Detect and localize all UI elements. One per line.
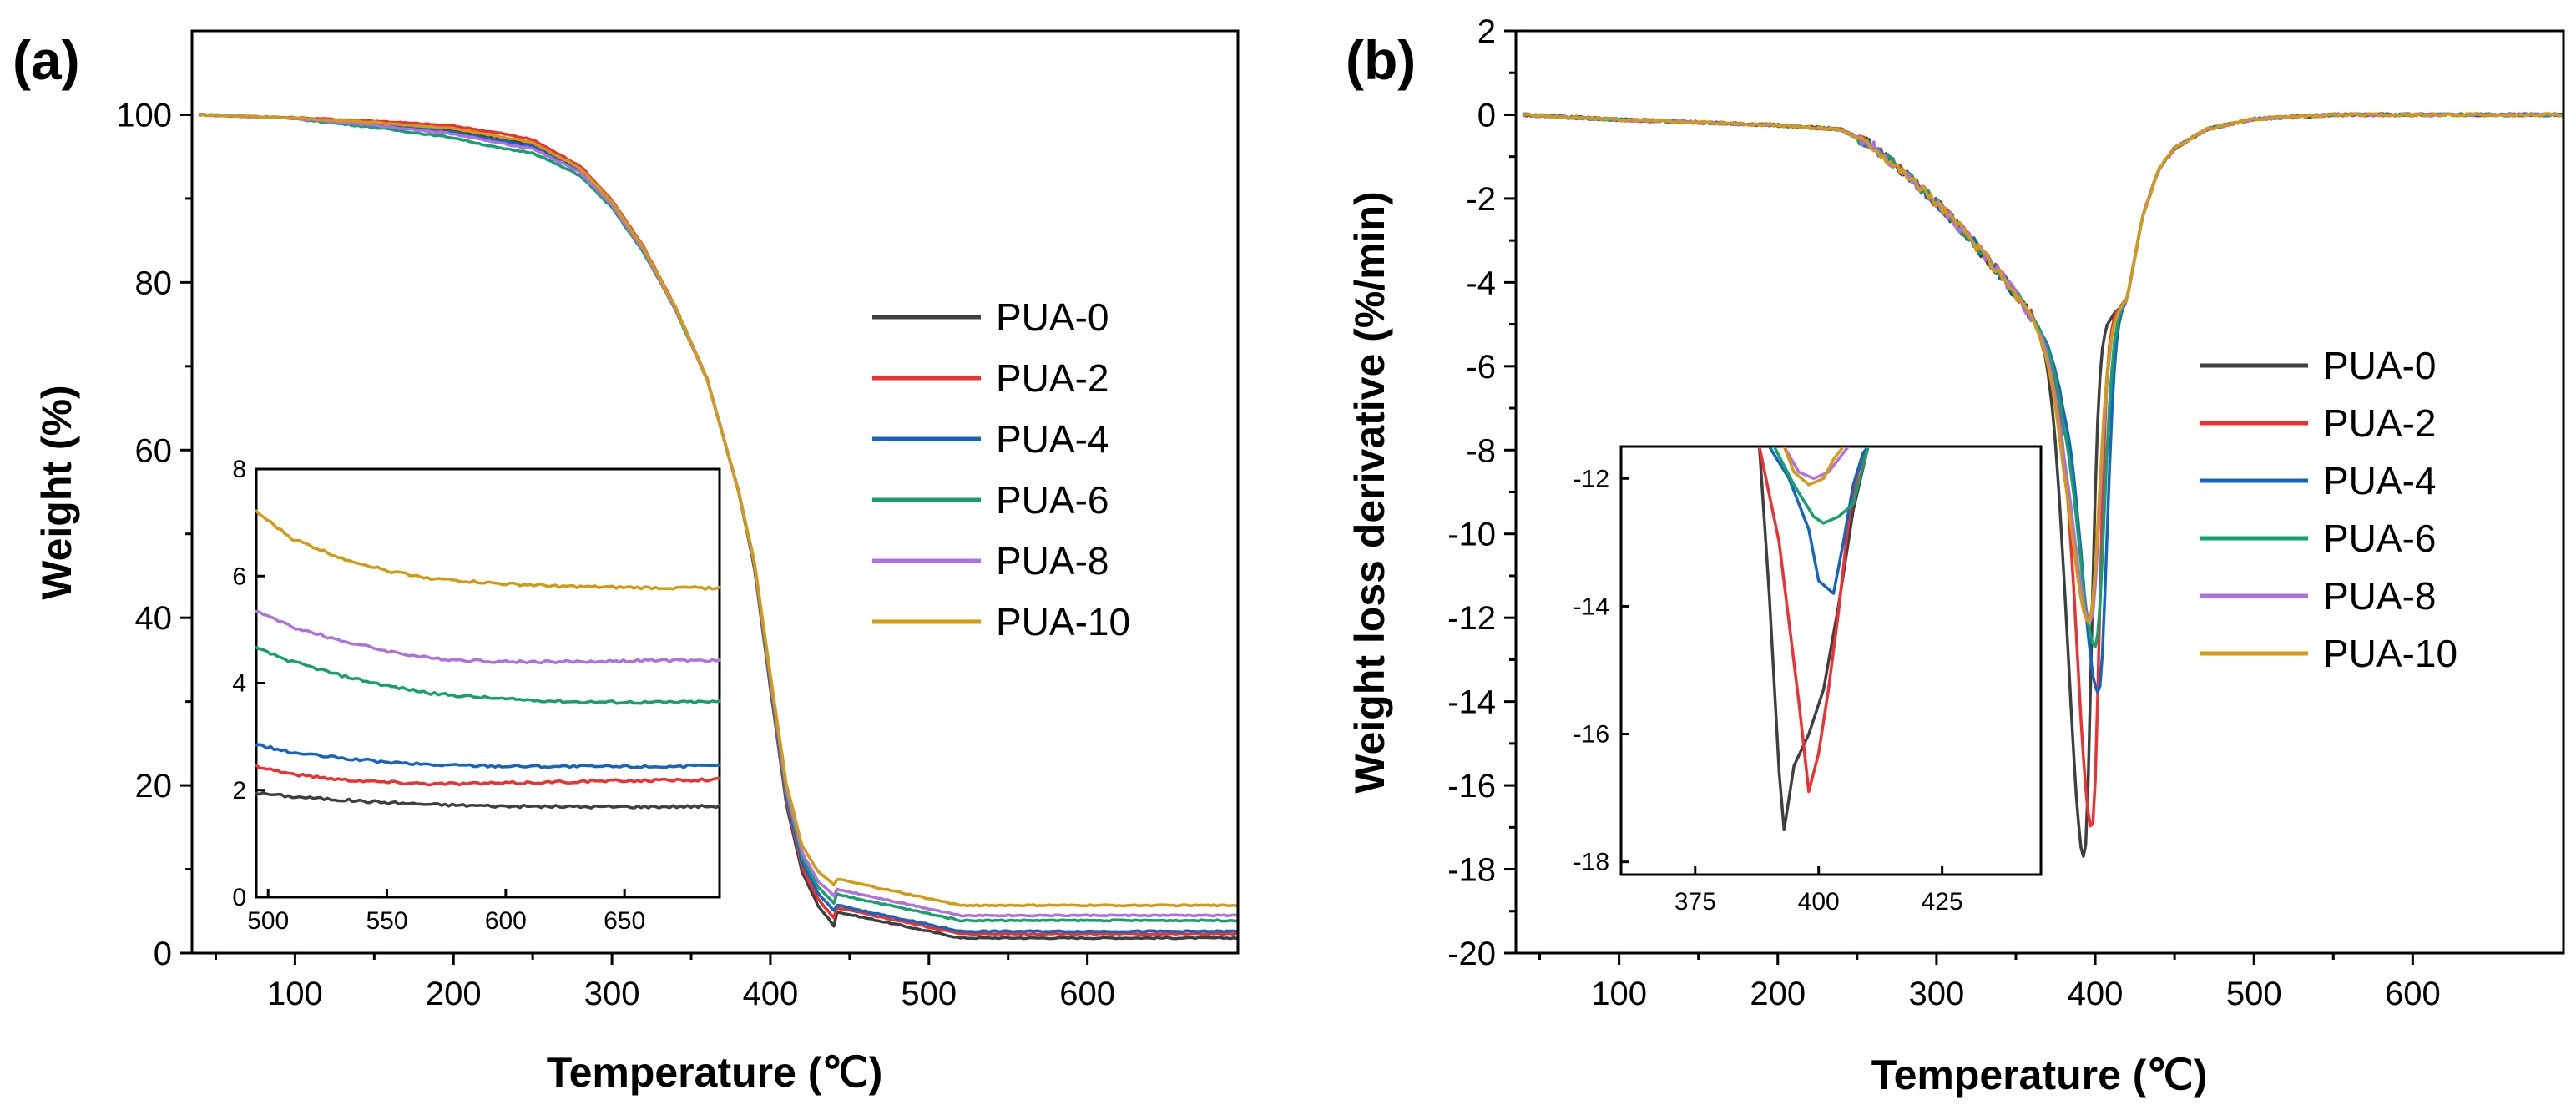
panel-a-inset-y-tick-label: 0: [232, 884, 246, 911]
panel-b-inset-x-tick-label: 375: [1674, 888, 1716, 916]
panel-b-x-tick-label: 600: [2385, 976, 2441, 1012]
panel-b-label: (b): [1346, 29, 1416, 91]
panel-a-x-tick-label: 300: [584, 976, 640, 1012]
panel-b-ticks: 100 200 300 400 500 600-20-18-16-14-12-10-8-6…: [1447, 13, 2441, 1012]
panel-a-x-tick-label: 600: [1059, 976, 1115, 1012]
panel-b-y-tick-label: -10: [1447, 517, 1496, 553]
panel-a-inset-curve-pua-10: [255, 509, 721, 591]
panel-b-y-tick-label: -6: [1466, 349, 1496, 386]
panel-a-inset-frame: [255, 467, 721, 899]
panel-b-inset-y-tick-label: -18: [1573, 849, 1609, 876]
panel-a-inset-curve-pua-2: [255, 764, 721, 787]
panel-a-x-axis-label: Temperature (℃): [547, 1049, 883, 1096]
panel-b-legend-label-pua-6: PUA-6: [2323, 517, 2436, 560]
panel-a-y-tick-label: 80: [135, 265, 173, 301]
panel-b-inset-curve-pua-6: [1772, 447, 1870, 525]
panel-a-inset-x-tick-label: 650: [604, 907, 645, 935]
panel-b-y-tick-label: -16: [1447, 768, 1496, 805]
panel-b-inset-curve-pua-10: [1782, 447, 1846, 487]
panel-a-x-tick-label: 200: [426, 976, 482, 1012]
panel-b-x-tick-label: 100: [1591, 976, 1647, 1012]
panel-a-legend-label-pua-0: PUA-0: [996, 295, 1109, 339]
panel-a-curve-pua-10: [198, 113, 1238, 908]
panel-a-x-tick-label: 100: [267, 976, 323, 1012]
panel-b-y-tick-label: -20: [1447, 936, 1496, 972]
panel-b-y-tick-label: 2: [1477, 13, 1496, 50]
panel-b-inset: 375 400 425 -18 -16 -14 -12: [1573, 445, 2043, 916]
panel-b-y-tick-label: -2: [1466, 181, 1496, 218]
panel-b-inset-curve-pua-8: [1782, 447, 1850, 481]
panel-b-y-tick-label: -14: [1447, 684, 1496, 721]
panel-b-y-tick-label: -8: [1466, 432, 1496, 469]
panel-a-y-axis-label: Weight (%): [33, 385, 80, 599]
panel-a-axes-frame: [190, 29, 1240, 955]
panel-a-inset-y-tick-label: 4: [232, 670, 246, 698]
panel-b-y-axis-label: Weight loss derivative (%/min): [1346, 191, 1393, 793]
panel-b-y-tick-label: -12: [1447, 600, 1496, 637]
panel-b-x-tick-label: 400: [2068, 976, 2124, 1012]
panel-b-inset-y-tick-label: -14: [1573, 593, 1609, 620]
panel-a-inset-x-tick-label: 550: [366, 907, 408, 935]
panel-b-legend-label-pua-0: PUA-0: [2323, 344, 2436, 387]
panel-a-inset-y-tick-label: 2: [232, 777, 246, 805]
panel-b-y-tick-label: -18: [1447, 852, 1496, 889]
panel-a-inset-curve-pua-4: [255, 743, 721, 769]
panel-b-x-tick-label: 300: [1909, 976, 1965, 1012]
panel-b-inset-curve-pua-4: [1767, 447, 1870, 595]
panel-b-legend-label-pua-4: PUA-4: [2323, 459, 2436, 502]
panel-b-inset-plot-area: [1757, 447, 1870, 832]
panel-a-legend-label-pua-10: PUA-10: [996, 600, 1130, 643]
panel-b-legend: PUA-0 PUA-2 PUA-4 PUA-6 PUA-8 PUA-10: [2200, 344, 2457, 675]
panel-b-inset-y-tick-label: -16: [1573, 721, 1609, 749]
panel-b-x-axis-label: Temperature (℃): [1871, 1052, 2208, 1098]
panel-a-y-tick-label: 40: [135, 600, 173, 637]
panel-b-y-tick-label: 0: [1477, 97, 1496, 134]
panel-b-x-tick-label: 200: [1750, 976, 1806, 1012]
panel-b-legend-label-pua-2: PUA-2: [2323, 401, 2436, 445]
panel-a-inset-x-tick-label: 600: [485, 907, 527, 935]
panel-b-y-tick-label: -4: [1466, 265, 1496, 301]
panel-a-series: [198, 113, 1238, 941]
panel-b-x-tick-label: 500: [2226, 976, 2282, 1012]
panel-a-y-tick-label: 20: [135, 768, 173, 805]
panel-a-inset-curve-pua-6: [255, 646, 721, 705]
panel-b-curve-pua-10: [1522, 112, 2563, 623]
panel-a-legend: PUA-0 PUA-2 PUA-4 PUA-6 PUA-8 PUA-10: [872, 295, 1130, 643]
panel-b-inset-curve-pua-2: [1757, 447, 1870, 794]
panel-b-legend-label-pua-8: PUA-8: [2323, 574, 2436, 618]
panel-a-inset-curve-pua-8: [255, 609, 721, 665]
panel-b-inset-y-tick-label: -12: [1573, 465, 1609, 492]
panel-b-inset-x-tick-label: 425: [1922, 888, 1963, 916]
panel-a-inset-y-tick-label: 8: [232, 456, 246, 483]
panel-b-inset-x-tick-label: 400: [1798, 888, 1840, 916]
panel-a-y-tick-label: 60: [135, 432, 173, 469]
panel-a-legend-label-pua-8: PUA-8: [996, 539, 1109, 583]
panel-a-inset-curve-pua-0: [255, 790, 721, 810]
panel-b: (b) 100 200 300 400 500 600-20-18-16-14-12-10…: [1346, 13, 2565, 1098]
panel-a-inset-x-tick-label: 500: [247, 907, 289, 935]
panel-b-legend-label-pua-10: PUA-10: [2323, 632, 2457, 675]
panel-b-axes-frame: [1514, 29, 2565, 955]
panel-a-x-tick-label: 500: [901, 976, 957, 1012]
panel-a-y-tick-label: 0: [154, 936, 172, 972]
panel-b-series: [1522, 112, 2563, 858]
panel-a-legend-label-pua-6: PUA-6: [996, 478, 1109, 522]
panel-a-inset: 500 550 600 650 0 2 4 6 8: [232, 456, 721, 935]
panel-a-label: (a): [13, 29, 80, 91]
panel-a-inset-y-tick-label: 6: [232, 563, 246, 590]
panel-a-y-tick-label: 100: [116, 97, 172, 134]
panel-a-legend-label-pua-2: PUA-2: [996, 356, 1109, 400]
panel-a-legend-label-pua-4: PUA-4: [996, 417, 1109, 461]
panel-a-x-tick-label: 400: [743, 976, 799, 1012]
